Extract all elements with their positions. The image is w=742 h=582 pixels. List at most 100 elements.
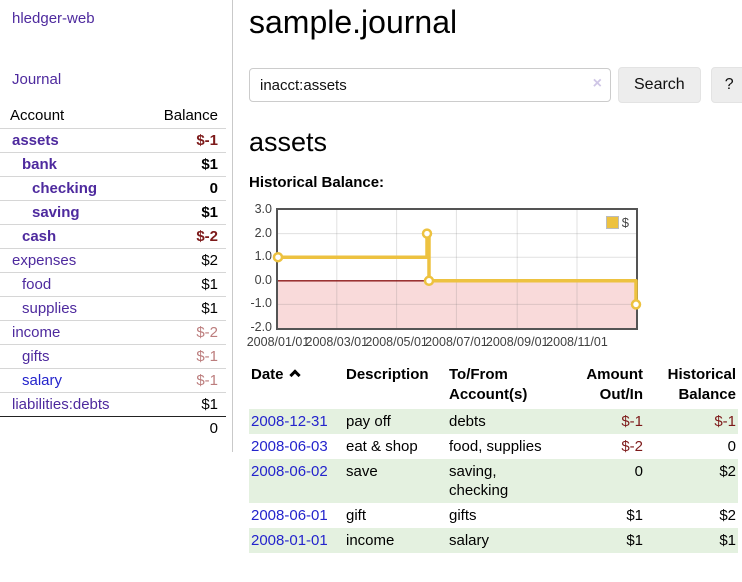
data-point	[272, 251, 284, 263]
chart-plot-area: $	[272, 208, 642, 330]
sidebar: hledger-web Journal Account Balance asse…	[0, 0, 233, 452]
transaction-tofrom: salary	[447, 528, 563, 553]
account-link-gifts[interactable]: gifts	[22, 348, 50, 365]
transaction-balance: $2	[719, 507, 736, 524]
search-input[interactable]	[249, 68, 611, 102]
transaction-amount: 0	[563, 459, 645, 503]
accounts-col-balance: Balance	[163, 107, 218, 124]
account-row: food $1	[0, 272, 226, 297]
accounts-col-account: Account	[10, 107, 65, 124]
transaction-tofrom: food, supplies	[449, 438, 542, 455]
account-link-food[interactable]: food	[22, 276, 52, 293]
transaction-date-link[interactable]: 2008-06-01	[251, 507, 328, 524]
sidebar-item-journal[interactable]: Journal	[12, 71, 62, 88]
account-balance: $-1	[144, 368, 226, 393]
x-tick-label: 2008/01/01	[246, 335, 310, 349]
account-link-bank[interactable]: bank	[22, 156, 58, 173]
page-title: sample.journal	[249, 4, 458, 40]
account-row: gifts $-1	[0, 344, 226, 369]
account-link-assets[interactable]: assets	[12, 132, 59, 149]
x-tick-label: 2008/03/01	[305, 335, 369, 349]
register-row: 2008-06-02 save saving, checking 0 $2	[249, 459, 738, 503]
brand-link[interactable]: hledger-web	[12, 10, 95, 27]
data-point-markers	[272, 228, 642, 310]
balance-chart: 3.0 2.0 1.0 0.0 -1.0 -2.0	[246, 202, 742, 349]
y-tick-label: 2.0	[254, 226, 272, 240]
transaction-date-link[interactable]: 2008-06-02	[251, 463, 328, 480]
legend-label: $	[621, 215, 629, 230]
account-row: checking 0	[0, 176, 226, 201]
account-page-title: assets	[249, 127, 328, 157]
transaction-amount: $-1	[563, 409, 645, 434]
account-row: income $-2	[0, 320, 226, 345]
register-header-row: Date Description To/From Account(s) Amoun…	[249, 363, 738, 409]
account-link-supplies[interactable]: supplies	[22, 300, 78, 317]
clear-search-icon[interactable]: ×	[592, 75, 602, 92]
account-link-liabilities-debts[interactable]: liabilities:debts	[12, 396, 110, 413]
account-balance: $-1	[144, 344, 226, 369]
y-tick-label: 1.0	[254, 249, 272, 263]
register-col-amount: Amount Out/In	[586, 366, 643, 403]
transaction-description: gift	[346, 507, 367, 524]
account-row: expenses $2	[0, 248, 226, 273]
x-tick-label: 2008/09/01	[485, 335, 549, 349]
account-balance: $1	[144, 272, 226, 297]
transaction-description: pay off	[344, 409, 447, 434]
transaction-amount: $-2	[621, 438, 643, 455]
search-button[interactable]: Search	[618, 67, 701, 103]
register-table: Date Description To/From Account(s) Amoun…	[249, 363, 738, 553]
x-tick-label: 2008/07/01	[425, 335, 488, 349]
account-row: cash $-2	[0, 224, 226, 249]
register-row: 2008-01-01 income salary $1 $1	[249, 528, 738, 553]
register-row: 2008-06-03 eat & shop food, supplies $-2…	[249, 434, 738, 459]
data-point	[421, 228, 433, 239]
transaction-balance: $1	[645, 528, 738, 553]
account-row: salary $-1	[0, 368, 226, 393]
y-tick-label: -1.0	[250, 296, 272, 310]
account-row: liabilities:debts $1	[0, 392, 226, 417]
register-row: 2008-12-31 pay off debts $-1 $-1	[249, 409, 738, 434]
transaction-date-link[interactable]: 2008-06-03	[251, 438, 328, 455]
search-form: × Search ?	[249, 67, 742, 103]
account-link-saving[interactable]: saving	[32, 204, 80, 221]
register-col-description: Description	[346, 366, 429, 383]
transaction-balance: $2	[645, 459, 738, 503]
transaction-balance: 0	[727, 438, 736, 455]
account-link-expenses[interactable]: expenses	[12, 252, 77, 269]
sort-asc-icon	[288, 369, 301, 381]
app: hledger-web Journal Account Balance asse…	[0, 0, 742, 553]
account-link-checking[interactable]: checking	[32, 180, 98, 197]
transaction-tofrom: saving, checking	[447, 459, 563, 503]
register-row: 2008-06-01 gift gifts $1 $2	[249, 503, 738, 528]
account-balance: $-1	[144, 128, 226, 153]
data-point	[423, 275, 435, 287]
y-tick-label: 3.0	[254, 202, 272, 216]
account-link-salary[interactable]: salary	[22, 372, 63, 389]
transaction-date-link[interactable]: 2008-12-31	[251, 413, 328, 430]
transaction-tofrom: debts	[447, 409, 563, 434]
transaction-date-link[interactable]: 2008-01-01	[251, 532, 328, 549]
account-balance: $1	[144, 392, 226, 417]
account-row: bank $1	[0, 152, 226, 177]
transaction-amount: $1	[626, 507, 643, 524]
chart-canvas	[272, 210, 642, 328]
accounts-header-row: Account Balance	[0, 104, 226, 129]
x-tick-label: 2008/11/01	[546, 335, 608, 349]
account-balance: $-2	[144, 320, 226, 345]
transaction-tofrom: gifts	[449, 507, 477, 524]
chart-heading: Historical Balance:	[249, 174, 385, 191]
register-col-date[interactable]: Date	[249, 363, 344, 409]
account-balance: $1	[144, 296, 226, 321]
help-button[interactable]: ?	[710, 67, 742, 103]
account-row: saving $1	[0, 200, 226, 225]
y-tick-label: -2.0	[250, 320, 272, 334]
main-content: sample.journal × Search ? assets Histori…	[233, 0, 742, 553]
account-link-cash[interactable]: cash	[22, 228, 57, 245]
negative-region	[278, 280, 636, 328]
account-row: assets $-1	[0, 128, 226, 153]
account-balance: $1	[144, 200, 226, 225]
register-col-tofrom: To/From Account(s)	[449, 366, 528, 403]
account-balance: $-2	[144, 224, 226, 249]
register-col-balance: Historical Balance	[667, 366, 736, 403]
account-link-income[interactable]: income	[12, 324, 61, 341]
